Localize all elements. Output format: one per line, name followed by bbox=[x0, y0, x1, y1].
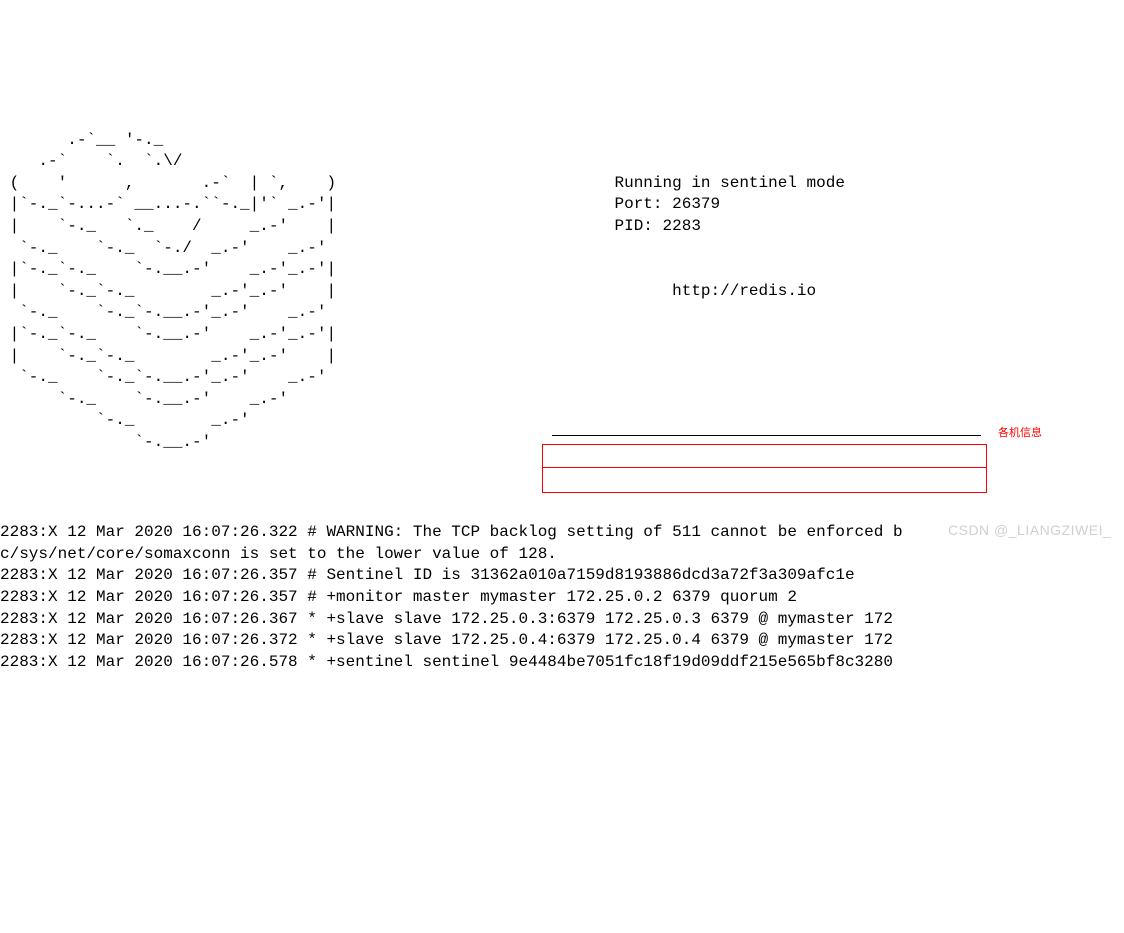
banner-section: .-`__ '-._ .-` `. `.\/ ( ' , .-` | `, ) … bbox=[0, 130, 1124, 454]
log-line-sentinel: 2283:X 12 Mar 2020 16:07:26.578 * +senti… bbox=[0, 653, 893, 671]
info-pid: PID: 2283 bbox=[595, 217, 701, 235]
log-output: 2283:X 12 Mar 2020 16:07:26.322 # WARNIN… bbox=[0, 501, 1124, 674]
log-line-slave1: 2283:X 12 Mar 2020 16:07:26.367 * +slave… bbox=[0, 610, 893, 628]
log-line-sentinel-id: 2283:X 12 Mar 2020 16:07:26.357 # Sentin… bbox=[0, 566, 855, 584]
terminal-output: .-`__ '-._ .-` `. `.\/ ( ' , .-` | `, ) … bbox=[0, 86, 1124, 695]
log-line-warning: 2283:X 12 Mar 2020 16:07:26.322 # WARNIN… bbox=[0, 523, 903, 541]
redis-info-block: Running in sentinel mode Port: 26379 PID… bbox=[595, 130, 845, 303]
log-line-monitor: 2283:X 12 Mar 2020 16:07:26.357 # +monit… bbox=[0, 588, 797, 606]
info-url: http://redis.io bbox=[595, 282, 816, 300]
redis-ascii-logo: .-`__ '-._ .-` `. `.\/ ( ' , .-` | `, ) … bbox=[0, 130, 595, 454]
info-port: Port: 26379 bbox=[595, 195, 720, 213]
log-line-somaxconn: c/sys/net/core/somaxconn is set to the l… bbox=[0, 545, 557, 563]
log-line-slave2: 2283:X 12 Mar 2020 16:07:26.372 * +slave… bbox=[0, 631, 893, 649]
info-running-mode: Running in sentinel mode bbox=[595, 174, 845, 192]
